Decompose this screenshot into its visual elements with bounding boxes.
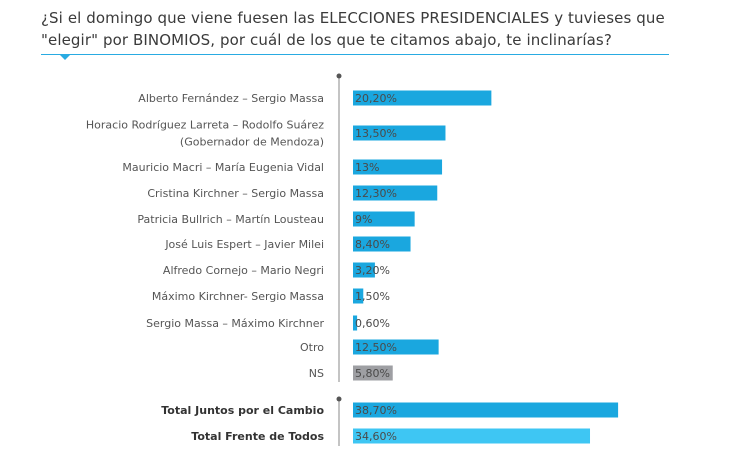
total-row-label-line: Total Juntos por el Cambio [161, 404, 324, 417]
row-label-line: Sergio Massa – Máximo Kirchner [146, 317, 324, 330]
row-label-line: (Gobernador de Mendoza) [180, 136, 324, 149]
row-bar [353, 185, 438, 201]
row-bar [353, 211, 415, 227]
row-label-line: Mauricio Macri – María Eugenia Vidal [122, 161, 324, 174]
row-label: Alfredo Cornejo – Mario Negri [163, 264, 324, 277]
row-value-label: 5,80% [355, 367, 390, 380]
row-value-label: 12,30% [355, 187, 397, 200]
row-bar [353, 90, 492, 106]
total-row-label: Total Frente de Todos [191, 430, 324, 443]
row-value-label: 0,60% [355, 317, 390, 330]
row-value-label: 13% [355, 161, 379, 174]
row-bar [353, 365, 393, 381]
chart-title: ¿Si el domingo que viene fuesen las ELEC… [41, 9, 665, 49]
row-label: Mauricio Macri – María Eugenia Vidal [122, 161, 324, 174]
row-label-line: Alberto Fernández – Sergio Massa [138, 92, 324, 105]
row-bar [353, 339, 439, 355]
row-label-line: Máximo Kirchner- Sergio Massa [152, 290, 324, 303]
row-bar [353, 236, 411, 252]
row-label: José Luis Espert – Javier Milei [164, 238, 324, 251]
row-value-label: 1,50% [355, 290, 390, 303]
bars-layer [353, 90, 619, 444]
row-bar [353, 262, 375, 278]
total-row-bar [353, 402, 619, 418]
total-row-label-line: Total Frente de Todos [191, 430, 324, 443]
labels-layer: Alberto Fernández – Sergio Massa 20,20% Ho… [86, 92, 397, 443]
row-label-line: Patricia Bullrich – Martín Lousteau [137, 213, 324, 226]
row-value-label: 9% [355, 213, 372, 226]
total-row-value-label: 38,70% [355, 404, 397, 417]
row-bar [353, 125, 446, 141]
row-label-line: Horacio Rodríguez Larreta – Rodolfo Suár… [86, 119, 324, 132]
row-label-line: Alfredo Cornejo – Mario Negri [163, 264, 324, 277]
row-label: Horacio Rodríguez Larreta – Rodolfo Suár… [86, 119, 324, 149]
row-label: NS [309, 367, 324, 380]
totals-axis-top-dot [336, 396, 342, 402]
row-label: Cristina Kirchner – Sergio Massa [147, 187, 324, 200]
row-value-label: 12,50% [355, 341, 397, 354]
row-label: Sergio Massa – Máximo Kirchner [146, 317, 324, 330]
row-label: Alberto Fernández – Sergio Massa [138, 92, 324, 105]
row-label-line: NS [309, 367, 324, 380]
row-label-line: José Luis Espert – Javier Milei [164, 238, 324, 251]
row-bar [353, 315, 358, 331]
total-row-label: Total Juntos por el Cambio [161, 404, 324, 417]
axis-layer [336, 73, 342, 446]
row-label: Otro [300, 341, 324, 354]
title-divider [41, 54, 669, 55]
row-label-line: Otro [300, 341, 324, 354]
row-value-label: 3,20% [355, 264, 390, 277]
row-label-line: Cristina Kirchner – Sergio Massa [147, 187, 324, 200]
axis-top-dot [336, 73, 342, 79]
title-pointer-icon [60, 55, 70, 60]
row-bar [353, 159, 443, 175]
row-value-label: 13,50% [355, 127, 397, 140]
total-row-bar [353, 428, 591, 444]
row-label: Máximo Kirchner- Sergio Massa [152, 290, 324, 303]
row-value-label: 8,40% [355, 238, 390, 251]
row-bar [353, 288, 364, 304]
row-value-label: 20,20% [355, 92, 397, 105]
total-row-value-label: 34,60% [355, 430, 397, 443]
row-label: Patricia Bullrich – Martín Lousteau [137, 213, 324, 226]
